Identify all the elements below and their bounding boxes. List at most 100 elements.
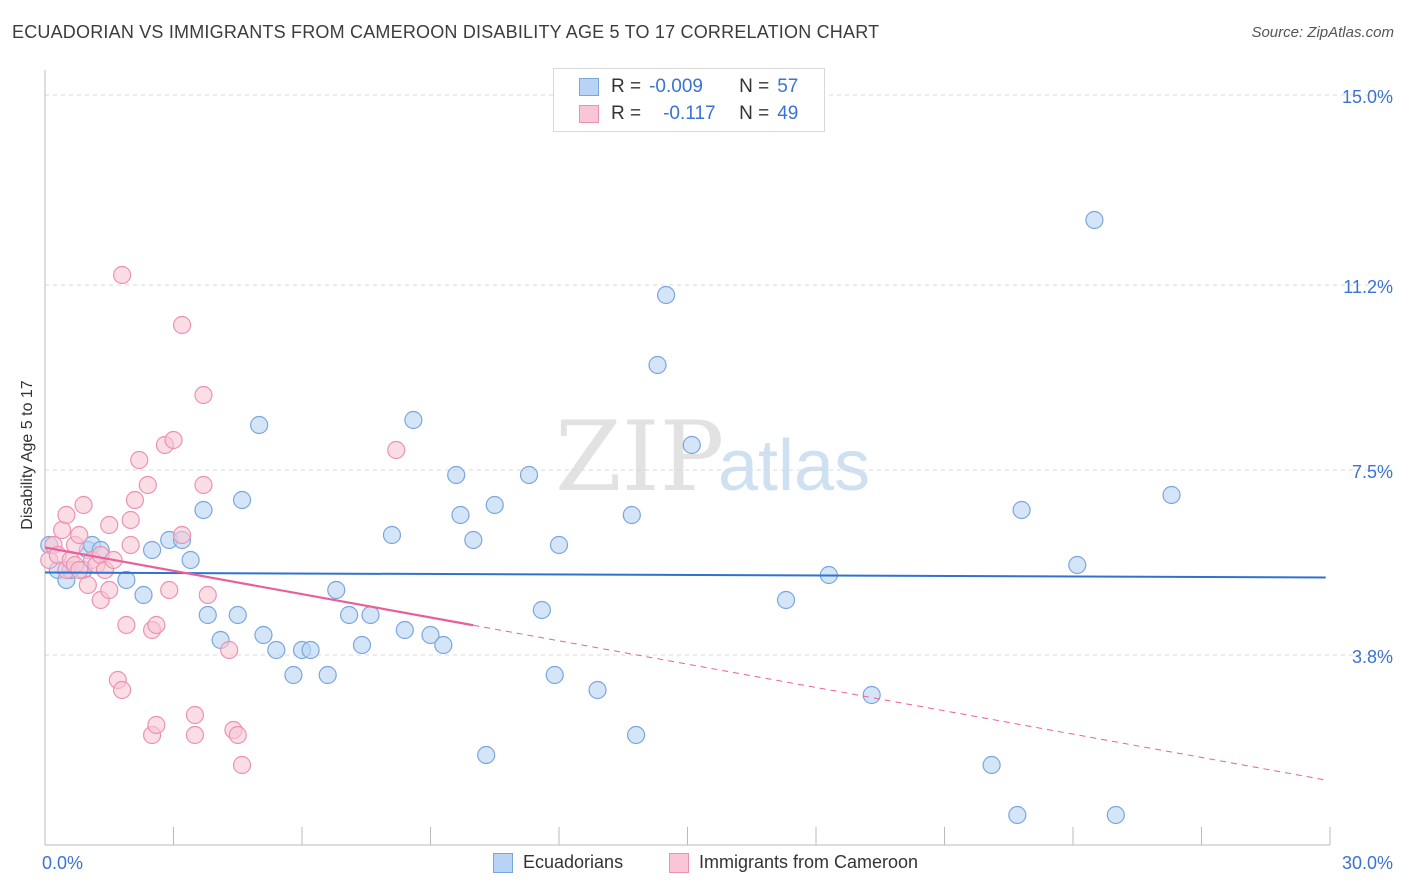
- ecuadorian-point: [250, 415, 269, 435]
- ecuadorian-point: [267, 640, 286, 660]
- cameroon-point: [70, 525, 89, 545]
- legend-n-value: 49: [777, 103, 799, 124]
- legend-n-value: 57: [777, 76, 799, 97]
- y-tick-label: 15.0%: [1342, 87, 1393, 107]
- ecuadorian-point: [361, 605, 380, 625]
- cameroon-point: [78, 575, 97, 595]
- watermark-zip: ZIP: [555, 401, 724, 513]
- ecuadorian-point: [254, 625, 273, 645]
- ecuadorian-point: [682, 435, 701, 455]
- ecuadorian-point: [232, 490, 252, 510]
- legend-r-value: -0.009: [649, 76, 703, 97]
- ecuadorian-point: [327, 580, 346, 600]
- series-legend: Ecuadorians Immigrants from Cameroon: [0, 852, 1406, 876]
- ecuadorian-point: [464, 530, 483, 550]
- legend-r-label: R =: [611, 76, 642, 97]
- ecuadorian-point: [776, 590, 796, 610]
- ecuadorian-point: [395, 620, 414, 640]
- ecuadorian-point: [318, 665, 337, 685]
- ecuadorian-point: [404, 410, 423, 430]
- y-tick-label: 11.2%: [1343, 277, 1393, 297]
- cameroon-point: [100, 515, 119, 535]
- ecuadorian-point: [447, 465, 466, 485]
- cameroon-point: [387, 440, 406, 460]
- ecuadorian-point: [1012, 500, 1031, 520]
- series-legend-swatch-cameroon: [669, 852, 689, 873]
- ecuadorian-point: [1106, 805, 1125, 825]
- ecuadorian-point: [198, 605, 217, 625]
- series-legend-label: Immigrants from Cameroon: [699, 852, 919, 872]
- y-tick-label: 3.8%: [1352, 647, 1393, 667]
- cameroon-point: [172, 315, 192, 335]
- cameroon-point: [121, 535, 140, 555]
- ecuadorian-point: [532, 600, 551, 620]
- cameroon-point: [194, 475, 213, 495]
- ecuadorian-point: [588, 680, 607, 700]
- cameroon-point: [130, 450, 149, 470]
- ecuadorian-point: [519, 465, 539, 485]
- ecuadorian-point: [485, 495, 504, 515]
- ecuadorian-point: [626, 725, 646, 745]
- ecuadorian-point: [648, 355, 667, 375]
- ecuadorian-point: [656, 285, 676, 305]
- series-legend-ecuadorians: Ecuadorians: [493, 852, 623, 873]
- ecuadorian-point: [228, 605, 247, 625]
- ecuadorian-point: [622, 505, 641, 525]
- ecuadorian-point: [1162, 485, 1181, 505]
- ecuadorian-point: [477, 745, 496, 765]
- ecuadorian-trend-line: [44, 571, 1326, 579]
- series-legend-swatch-ecuadorians: [493, 852, 513, 873]
- correlation-legend: R = -0.009 N = 57 R = -0.117 N = 49: [553, 68, 825, 132]
- cameroon-point: [112, 680, 132, 700]
- ecuadorian-point: [284, 665, 303, 685]
- cameroon-point: [185, 705, 205, 725]
- cameroon-point: [220, 640, 239, 660]
- cameroon-point: [53, 520, 72, 540]
- ecuadorian-point: [1085, 210, 1104, 230]
- cameroon-point: [70, 560, 89, 580]
- source-label: Source: ZipAtlas.com: [1251, 24, 1394, 41]
- cameroon-trend-line: [44, 546, 474, 627]
- ecuadorian-point: [340, 605, 359, 625]
- legend-row-ecuadorians: R = -0.009 N = 57: [554, 73, 798, 101]
- cameroon-point: [198, 585, 217, 605]
- cameroon-point: [121, 510, 140, 530]
- legend-swatch-cameroon: [579, 105, 599, 123]
- ecuadorian-point: [352, 635, 372, 655]
- cameroon-point: [117, 615, 136, 635]
- cameroon-point: [228, 725, 247, 745]
- ecuadorian-point: [421, 625, 440, 645]
- cameroon-point: [112, 265, 132, 285]
- x-tick-label-max: 30.0%: [1342, 853, 1393, 873]
- cameroon-point: [232, 755, 252, 775]
- legend-swatch-ecuadorians: [579, 78, 599, 96]
- chart-title: ECUADORIAN VS IMMIGRANTS FROM CAMEROON D…: [12, 22, 880, 42]
- legend-r-value: -0.117: [663, 103, 716, 124]
- cameroon-trend-extension: [473, 624, 1326, 781]
- ecuadorian-point: [117, 570, 136, 590]
- cameroon-point: [57, 505, 76, 525]
- y-tick-label: 7.5%: [1352, 462, 1393, 482]
- cameroon-point: [138, 475, 157, 495]
- cameroon-point: [100, 580, 119, 600]
- ecuadorian-point: [1068, 555, 1087, 575]
- ecuadorian-point: [382, 525, 402, 545]
- ecuadorian-point: [545, 665, 564, 685]
- series-legend-cameroon: Immigrants from Cameroon: [669, 852, 918, 873]
- cameroon-point: [160, 580, 179, 600]
- ecuadorian-point: [1008, 805, 1027, 825]
- cameroon-point: [194, 385, 213, 405]
- x-tick-label-min: 0.0%: [42, 853, 83, 873]
- ecuadorian-point: [434, 635, 453, 655]
- watermark-atlas: atlas: [718, 426, 870, 506]
- cameroon-point: [147, 615, 166, 635]
- legend-r-label: R =: [611, 103, 642, 124]
- cameroon-point: [147, 715, 166, 735]
- ecuadorian-point: [451, 505, 470, 525]
- ecuadorian-point: [181, 550, 200, 570]
- ecuadorian-point: [982, 755, 1001, 775]
- ecuadorian-point: [301, 640, 320, 660]
- cameroon-point: [172, 525, 192, 545]
- ecuadorian-point: [862, 685, 881, 705]
- cameroon-point: [125, 490, 145, 510]
